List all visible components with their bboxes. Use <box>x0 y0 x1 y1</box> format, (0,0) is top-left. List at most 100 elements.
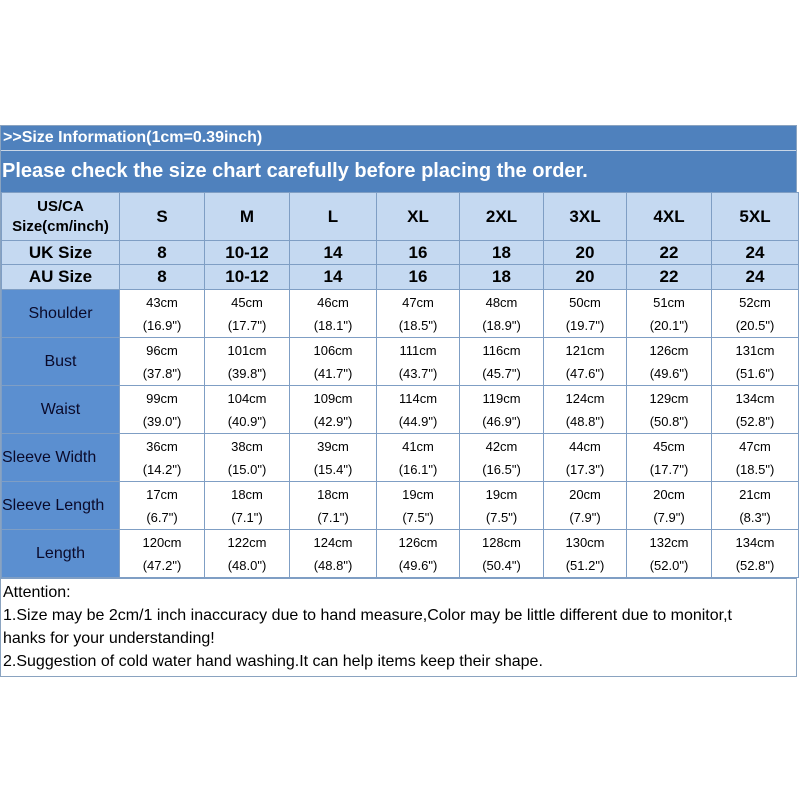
attention-notes: Attention: 1.Size may be 2cm/1 inch inac… <box>1 578 796 676</box>
uk-size-row-label: UK Size <box>1 240 120 265</box>
cm-value: 109cm <box>313 390 353 406</box>
inch-value: (17.7") <box>649 461 689 477</box>
measurement-cell: 18cm (7.1") <box>204 481 290 530</box>
measurement-cell: 18cm (7.1") <box>289 481 377 530</box>
cm-value: 48cm <box>485 294 518 310</box>
measurement-cell: 47cm (18.5") <box>711 433 799 482</box>
measurement-cell: 126cm (49.6") <box>626 337 712 386</box>
cm-value: 132cm <box>649 534 689 550</box>
cm-value: 120cm <box>142 534 182 550</box>
cm-value: 126cm <box>398 534 438 550</box>
inch-value: (17.3") <box>565 461 605 477</box>
cm-value: 50cm <box>569 294 601 310</box>
measurement-cell: 19cm (7.5") <box>376 481 460 530</box>
us-size-row: US/CA Size(cm/inch) S M L XL 2XL 3XL 4XL 5XL <box>1 192 799 241</box>
inch-value: (20.1") <box>649 317 689 333</box>
inch-value: (7.9") <box>653 509 685 525</box>
measurement-row: Shoulder 43cm (16.9") 45cm (17.7") 46cm (18.1"… <box>1 289 799 338</box>
size-info-title: >>Size Information(1cm=0.39inch) <box>1 126 796 151</box>
inch-value: (15.4") <box>313 461 353 477</box>
inch-value: (7.5") <box>485 509 518 525</box>
measurement-cell: 121cm (47.6") <box>543 337 627 386</box>
inch-value: (50.8") <box>649 413 689 429</box>
cm-value: 130cm <box>565 534 605 550</box>
measurement-cell: 111cm (43.7") <box>376 337 460 386</box>
inch-value: (19.7") <box>565 317 605 333</box>
measurement-cell: 119cm (46.9") <box>459 385 544 434</box>
inch-value: (44.9") <box>398 413 438 429</box>
size-table: US/CA Size(cm/inch) S M L XL 2XL 3XL 4XL 5XL UK S… <box>1 192 799 578</box>
inch-value: (16.5") <box>482 461 521 477</box>
inch-value: (41.7") <box>313 365 353 381</box>
measurement-cell: 46cm (18.1") <box>289 289 377 338</box>
measurement-cell: 45cm (17.7") <box>626 433 712 482</box>
measurement-cell: 43cm (16.9") <box>119 289 205 338</box>
measurement-cell: 109cm (42.9") <box>289 385 377 434</box>
au-size-row-cell: 14 <box>289 264 377 290</box>
inch-value: (47.6") <box>565 365 605 381</box>
uk-size-row: UK Size 8 10-12 14 16 18 20 22 24 <box>1 240 799 265</box>
measurement-cell: 134cm (52.8") <box>711 529 799 578</box>
measurement-cell: 52cm (20.5") <box>711 289 799 338</box>
inch-value: (37.8") <box>142 365 182 381</box>
cm-value: 20cm <box>653 486 685 502</box>
uk-size-row-cell: 22 <box>626 240 712 265</box>
inch-value: (7.5") <box>402 509 434 525</box>
cm-value: 18cm <box>231 486 263 502</box>
us-size-row-cell: 5XL <box>711 192 799 241</box>
au-size-row-cell: 20 <box>543 264 627 290</box>
cm-value: 41cm <box>402 438 434 454</box>
uk-size-row-cell: 18 <box>459 240 544 265</box>
measurement-row: Sleeve Width 36cm (14.2") 38cm (15.0") 39cm (1… <box>1 433 799 482</box>
measurement-cell: 129cm (50.8") <box>626 385 712 434</box>
us-size-row-cell: XL <box>376 192 460 241</box>
inch-value: (39.0") <box>142 413 182 429</box>
inch-value: (51.2") <box>565 557 605 573</box>
cm-value: 119cm <box>482 390 521 406</box>
measurement-cell: 42cm (16.5") <box>459 433 544 482</box>
measurement-label: Sleeve Width <box>1 433 120 482</box>
cm-value: 46cm <box>317 294 349 310</box>
measurement-cell: 134cm (52.8") <box>711 385 799 434</box>
inch-value: (48.8") <box>565 413 605 429</box>
inch-value: (17.7") <box>227 317 267 333</box>
cm-value: 129cm <box>649 390 689 406</box>
cm-value: 17cm <box>146 486 178 502</box>
measurement-cell: 20cm (7.9") <box>543 481 627 530</box>
inch-value: (52.8") <box>735 557 775 573</box>
measurement-cell: 51cm (20.1") <box>626 289 712 338</box>
au-size-row-label: AU Size <box>1 264 120 290</box>
cm-value: 36cm <box>146 438 178 454</box>
measurement-cell: 128cm (50.4") <box>459 529 544 578</box>
us-size-row-cell: 3XL <box>543 192 627 241</box>
cm-value: 131cm <box>735 342 775 358</box>
inch-value: (47.2") <box>142 557 182 573</box>
cm-value: 38cm <box>231 438 263 454</box>
inch-value: (18.5") <box>398 317 438 333</box>
inch-value: (18.9") <box>482 317 521 333</box>
measurement-row: Sleeve Length 17cm (6.7") 18cm (7.1") 18cm (7.… <box>1 481 799 530</box>
us-size-row-cell: L <box>289 192 377 241</box>
inch-value: (52.0") <box>649 557 689 573</box>
measurement-row: Length 120cm (47.2") 122cm (48.0") 124cm (48.8… <box>1 529 799 578</box>
cm-value: 21cm <box>739 486 771 502</box>
measurement-cell: 96cm (37.8") <box>119 337 205 386</box>
inch-value: (7.9") <box>569 509 601 525</box>
inch-value: (52.8") <box>735 413 775 429</box>
measurement-cell: 122cm (48.0") <box>204 529 290 578</box>
cm-value: 44cm <box>569 438 601 454</box>
inch-value: (7.1") <box>317 509 349 525</box>
au-size-row-cell: 8 <box>119 264 205 290</box>
au-size-row-cell: 16 <box>376 264 460 290</box>
measurement-cell: 104cm (40.9") <box>204 385 290 434</box>
cm-value: 45cm <box>653 438 685 454</box>
us-size-row-cell: 2XL <box>459 192 544 241</box>
cm-value: 104cm <box>227 390 267 406</box>
measurement-cell: 38cm (15.0") <box>204 433 290 482</box>
uk-size-row-cell: 8 <box>119 240 205 265</box>
au-size-row-cell: 10-12 <box>204 264 290 290</box>
cm-value: 18cm <box>317 486 349 502</box>
measurement-cell: 36cm (14.2") <box>119 433 205 482</box>
cm-value: 114cm <box>398 390 438 406</box>
measurement-label: Waist <box>1 385 120 434</box>
